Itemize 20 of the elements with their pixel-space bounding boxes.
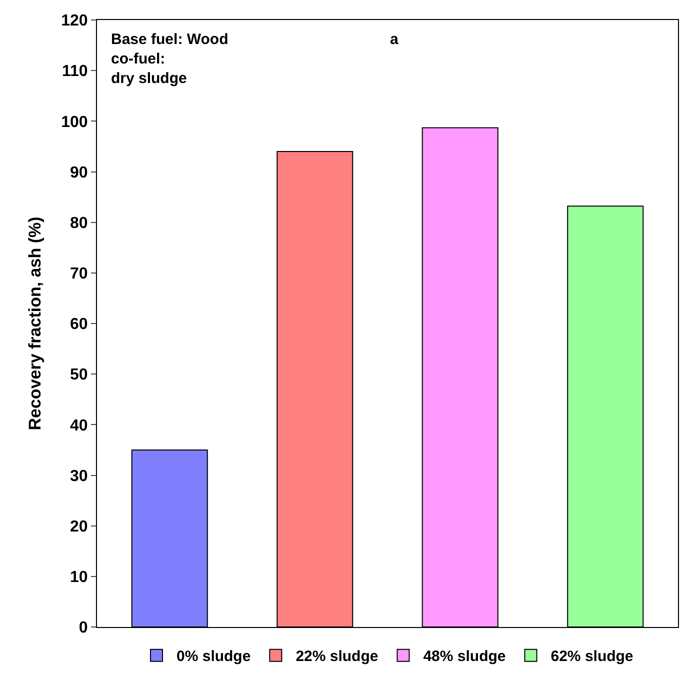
y-tick-label: 100 <box>61 114 88 131</box>
y-axis-title: Recovery fraction, ash (%) <box>26 216 45 430</box>
y-tick-label: 50 <box>70 366 88 384</box>
annotation: Base fuel: Wood co-fuel: dry sludge <box>111 31 228 87</box>
legend-label: 22% sludge <box>296 648 378 666</box>
y-tick-label: 0 <box>78 620 88 637</box>
y-tick-label: 60 <box>70 316 88 334</box>
legend-label: 0% sludge <box>176 648 251 666</box>
y-tick-label: 20 <box>70 518 88 536</box>
y-tick-label: 10 <box>70 569 88 586</box>
y-tick-label: 90 <box>70 164 88 182</box>
annotation: a <box>390 31 399 48</box>
y-tick-label: 110 <box>62 63 88 80</box>
y-tick-label: 80 <box>70 214 88 232</box>
y-tick-label: 70 <box>70 266 88 283</box>
legend-label: 62% sludge <box>550 648 634 666</box>
y-tick-label: 30 <box>70 468 88 485</box>
y-tick-label: 40 <box>70 417 88 434</box>
legend-label: 48% sludge <box>423 648 506 666</box>
y-tick-label: 120 <box>61 12 88 30</box>
